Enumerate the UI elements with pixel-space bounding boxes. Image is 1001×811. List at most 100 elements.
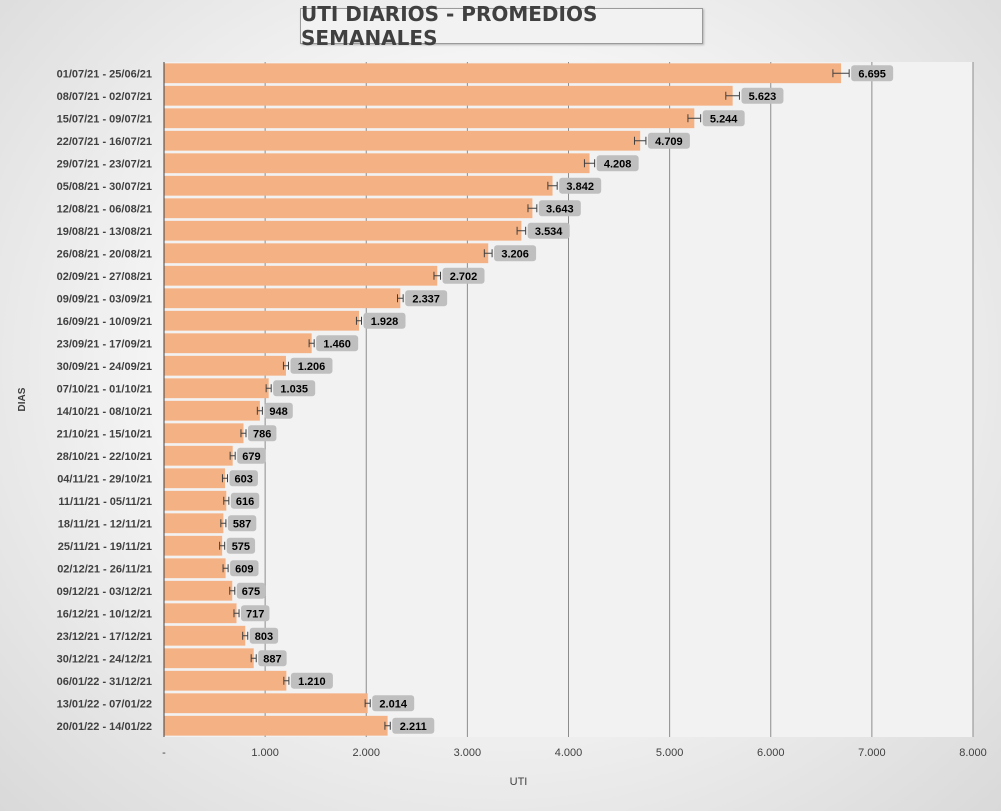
data-label: 1.210 bbox=[298, 676, 326, 688]
bar bbox=[164, 333, 312, 354]
x-tick-label: 5.000 bbox=[656, 747, 684, 759]
category-label: 04/11/21 - 29/10/21 bbox=[57, 473, 152, 485]
category-label: 06/01/22 - 31/12/21 bbox=[57, 676, 152, 688]
data-label-bg bbox=[494, 245, 537, 262]
data-label-bg bbox=[229, 470, 258, 487]
data-label-bg bbox=[230, 492, 260, 509]
y-axis-title: DIAS bbox=[17, 387, 28, 411]
category-label: 19/08/21 - 13/08/21 bbox=[57, 226, 152, 238]
data-label: 3.842 bbox=[566, 181, 594, 193]
x-tick-label: 8.000 bbox=[959, 747, 987, 759]
data-label: 1.035 bbox=[280, 383, 308, 395]
data-label: 603 bbox=[235, 473, 253, 485]
bar bbox=[164, 378, 269, 399]
x-tick-label: 1.000 bbox=[251, 747, 279, 759]
bar bbox=[164, 265, 438, 286]
data-label: 675 bbox=[242, 586, 260, 598]
data-label-bg bbox=[241, 605, 270, 622]
bar bbox=[164, 310, 359, 331]
data-label: 4.709 bbox=[655, 136, 683, 148]
data-label-bg bbox=[249, 627, 279, 644]
data-label-bg bbox=[741, 87, 784, 104]
data-label: 803 bbox=[255, 631, 273, 643]
bar bbox=[164, 175, 553, 196]
data-label-bg bbox=[227, 515, 257, 532]
category-label: 30/12/21 - 24/12/21 bbox=[57, 653, 152, 665]
data-label: 786 bbox=[253, 428, 271, 440]
data-label: 887 bbox=[263, 653, 281, 665]
data-label-bg bbox=[372, 695, 415, 712]
x-tick-label: 6.000 bbox=[757, 747, 785, 759]
category-label: 23/09/21 - 17/09/21 bbox=[57, 338, 152, 350]
data-label: 5.623 bbox=[749, 91, 777, 103]
category-label: 30/09/21 - 24/09/21 bbox=[57, 361, 152, 373]
data-label: 2.211 bbox=[400, 721, 427, 733]
bar bbox=[164, 153, 590, 174]
data-label: 3.206 bbox=[501, 248, 529, 260]
data-label-bg bbox=[559, 177, 602, 194]
x-axis-title: UTI bbox=[510, 776, 528, 788]
bar bbox=[164, 535, 223, 556]
data-label: 609 bbox=[235, 563, 253, 575]
data-label: 1.460 bbox=[323, 338, 351, 350]
x-tick-label: 2.000 bbox=[352, 747, 380, 759]
category-label: 05/08/21 - 30/07/21 bbox=[57, 181, 152, 193]
data-label: 5.244 bbox=[710, 113, 738, 125]
category-label: 08/07/21 - 02/07/21 bbox=[57, 91, 152, 103]
category-label: 09/09/21 - 03/09/21 bbox=[57, 293, 152, 305]
bar bbox=[164, 400, 260, 421]
data-label-bg bbox=[316, 335, 359, 352]
category-label: 18/11/21 - 12/11/21 bbox=[58, 518, 152, 530]
data-label: 1.206 bbox=[298, 361, 326, 373]
category-label: 07/10/21 - 01/10/21 bbox=[57, 383, 152, 395]
category-label: 28/10/21 - 22/10/21 bbox=[57, 451, 152, 463]
bar bbox=[164, 468, 225, 489]
data-label: 3.643 bbox=[546, 203, 574, 215]
data-label: 679 bbox=[242, 451, 260, 463]
data-label-bg bbox=[290, 357, 333, 374]
category-label: 09/12/21 - 03/12/21 bbox=[57, 586, 152, 598]
bar bbox=[164, 648, 254, 669]
bar bbox=[164, 445, 233, 466]
data-label-bg bbox=[258, 650, 287, 667]
bar bbox=[164, 625, 246, 646]
bar bbox=[164, 243, 489, 264]
category-label: 16/12/21 - 10/12/21 bbox=[57, 608, 152, 620]
data-label: 575 bbox=[232, 541, 250, 553]
category-label: 02/12/21 - 26/11/21 bbox=[57, 563, 152, 575]
data-label-bg bbox=[363, 312, 406, 329]
data-label-bg bbox=[290, 672, 333, 689]
data-label-bg bbox=[647, 132, 690, 149]
bar bbox=[164, 85, 733, 106]
category-label: 11/11/21 - 05/11/21 bbox=[58, 496, 152, 508]
category-label: 21/10/21 - 15/10/21 bbox=[57, 428, 152, 440]
data-label-bg bbox=[596, 155, 639, 172]
data-label-bg bbox=[405, 290, 448, 307]
data-label-bg bbox=[392, 717, 435, 734]
bar bbox=[164, 355, 286, 376]
category-label: 01/07/21 - 25/06/21 bbox=[57, 68, 152, 80]
bar bbox=[164, 670, 287, 691]
x-tick-label: 3.000 bbox=[454, 747, 482, 759]
bar bbox=[164, 198, 533, 219]
data-label-bg bbox=[230, 560, 259, 577]
data-label: 717 bbox=[246, 608, 264, 620]
data-label-bg bbox=[264, 402, 293, 419]
category-label: 26/08/21 - 20/08/21 bbox=[57, 248, 152, 260]
bar bbox=[164, 693, 368, 714]
category-label: 15/07/21 - 09/07/21 bbox=[57, 113, 152, 125]
bar bbox=[164, 513, 224, 534]
bar bbox=[164, 130, 641, 151]
category-label: 12/08/21 - 06/08/21 bbox=[57, 203, 152, 215]
data-label: 3.534 bbox=[535, 226, 563, 238]
bar bbox=[164, 580, 233, 601]
category-label: 14/10/21 - 08/10/21 bbox=[57, 406, 152, 418]
bar bbox=[164, 108, 695, 129]
category-label: 22/07/21 - 16/07/21 bbox=[57, 136, 152, 148]
data-label-bg bbox=[248, 425, 277, 442]
data-label-bg bbox=[442, 267, 485, 284]
bar bbox=[164, 63, 842, 84]
data-label-bg bbox=[273, 380, 316, 397]
